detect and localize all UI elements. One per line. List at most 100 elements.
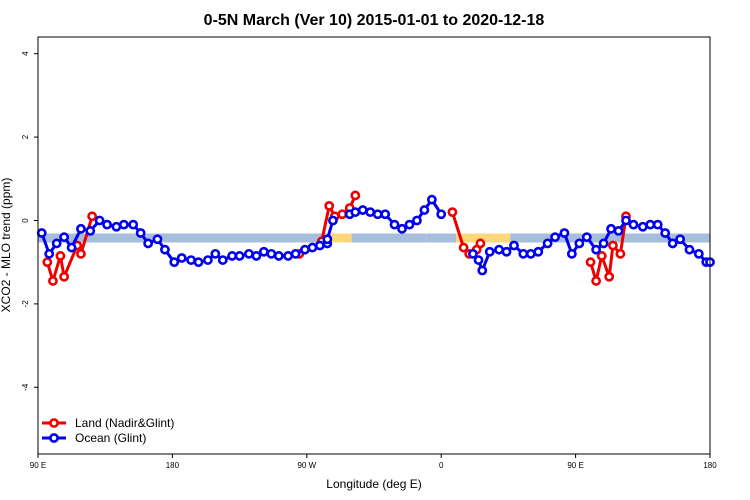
ocean-data-point [186,255,196,265]
ocean-data-point [621,215,631,226]
y-axis-label: XCO2 - MLO trend (ppm) [0,178,13,313]
ocean-data-point [217,255,228,265]
x-tick-label: 90 E [30,461,46,470]
ocean-data-point [59,232,70,243]
ocean-data-point [66,242,77,253]
land-data-point [55,251,66,261]
ocean-data-point [542,238,553,249]
plot-frame [37,36,711,455]
ocean-data-point [473,255,484,265]
ocean-data-point [328,215,338,226]
y-tick-label: 2 [21,134,30,139]
land-data-point [324,200,335,211]
ocean-data-point [152,234,163,245]
ocean-data-point [169,257,180,268]
ocean-data-point [135,228,146,238]
land-data-point [615,248,626,259]
ocean-data-point [357,205,368,215]
ocean-data-point [518,248,529,259]
ocean-data-point [94,215,105,226]
x-tick-label: 90 W [297,461,316,470]
land-data-point [59,271,70,282]
x-tick-label: 90 E [567,461,583,470]
ocean-data-point [591,244,602,255]
ocean-data-point [404,219,415,230]
ocean-data-point [111,221,122,232]
ocean-data-point [234,251,245,261]
ocean-data-point [76,223,86,234]
ocean-data-point [559,228,570,238]
ocean-data-point [193,257,204,268]
ocean-data-point [365,207,376,218]
ocean-data-point [300,244,310,255]
ocean-data-point [675,234,686,245]
ocean-data-point [581,232,592,243]
ocean-data-point [397,223,407,234]
ocean-data-point [389,219,400,230]
land-data-point [608,240,618,251]
legend-label: Land (Nadir&Glint) [75,416,174,430]
ocean-data-point [36,228,47,238]
ocean-data-point [51,238,62,249]
x-tick-label: 0 [439,461,444,470]
ocean-data-point [314,240,325,251]
land-data-point [87,211,98,222]
ocean-data-point [613,226,624,236]
ocean-data-point [244,248,254,259]
ocean-data-point [322,234,333,245]
land-data-point [585,257,596,268]
ocean-data-point [652,219,663,230]
land-data-point [337,209,348,220]
ocean-data-point [494,244,504,255]
ocean-data-point [606,223,616,234]
legend-marker [49,418,59,428]
ocean-data-point [266,248,277,259]
x-tick-label: 180 [703,461,717,470]
ocean-data-point [501,246,512,257]
land-data-point [350,190,361,201]
ocean-data-point [550,232,560,243]
y-tick-label: -4 [21,383,30,391]
ocean-data-point [102,219,112,230]
ocean-data-point [684,244,695,255]
ocean-data-point [628,219,639,230]
ocean-data-point [160,244,170,255]
land-data-point [591,276,602,286]
ocean-data-point [380,209,391,220]
ocean-data-point [372,209,383,220]
land-data-point [42,257,53,268]
ocean-data-point [290,248,301,259]
land-data-point [447,207,458,218]
ocean-data-point [210,248,221,259]
land-data-point [48,276,58,286]
legend-label: Ocean (Glint) [75,431,146,445]
x-axis: 90 E 180 90 W 0 90 E 180 [30,454,717,470]
land-data-point [76,248,86,259]
ocean-data-point [484,246,495,257]
ocean-data-point [176,253,187,263]
ocean-data-point [85,226,96,236]
land-data-point [475,238,486,249]
ocean-data-point [660,228,671,238]
ocean-data-point [202,255,213,265]
y-axis: 4 2 0 -2 -4 [21,51,38,391]
ocean-data-point [118,219,129,230]
ocean-data-point [436,209,447,220]
ocean-data-point [637,221,648,232]
ocean-data-point [426,194,437,205]
y-tick-label: 0 [21,218,30,223]
y-tick-label: -2 [21,300,30,308]
legend-marker [49,433,59,443]
ocean-data-point [645,219,656,230]
land-data-point [458,242,469,253]
legend: Land (Nadir&Glint)Ocean (Glint) [42,416,174,445]
ocean-data-point [258,246,269,257]
ocean-data-point [128,219,139,230]
chart-title: 0-5N March (Ver 10) 2015-01-01 to 2020-1… [204,12,545,29]
ocean-data-point [44,248,55,259]
x-axis-label: Longitude (deg E) [326,477,421,491]
ocean-data-point [307,242,318,253]
land-data-point [596,251,607,261]
ocean-data-point [283,251,294,261]
ocean-data-point [525,248,536,259]
